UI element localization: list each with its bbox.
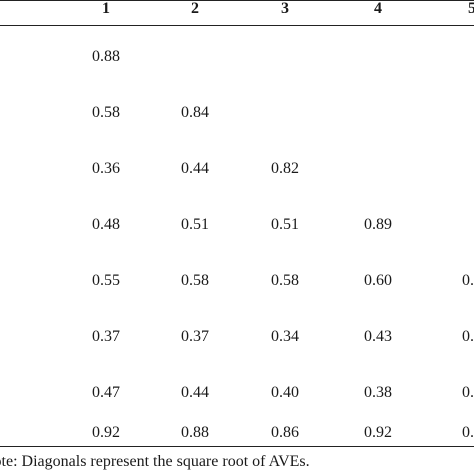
table-cell: 0.9 <box>462 424 474 441</box>
bottom-rule <box>0 446 474 447</box>
column-header: 4 <box>374 0 382 17</box>
table-cell: 0.34 <box>271 328 299 345</box>
table-cell: 0.37 <box>181 328 209 345</box>
table-cell: 0.48 <box>92 216 120 233</box>
table-cell: 0.88 <box>92 48 120 65</box>
column-header: 5 <box>468 0 474 17</box>
table-cell: 0.58 <box>181 272 209 289</box>
table-cell: 0.92 <box>364 424 392 441</box>
column-header: 3 <box>281 0 289 17</box>
table-cell: 0.44 <box>181 384 209 401</box>
table-cell: 0.84 <box>181 104 209 121</box>
header-rule <box>0 25 474 26</box>
table-cell: 0.82 <box>271 160 299 177</box>
table-cell: 0.89 <box>364 216 392 233</box>
table-cell: 0.58 <box>271 272 299 289</box>
table-cell: 0.37 <box>92 328 120 345</box>
table-cell: 0.60 <box>364 272 392 289</box>
column-header: 1 <box>102 0 110 17</box>
table-cell: 0.58 <box>92 104 120 121</box>
table-cell: 0.8 <box>462 272 474 289</box>
table-note: Note: Diagonals represent the square roo… <box>0 453 310 470</box>
table-cell: 0.40 <box>271 384 299 401</box>
table-cell: 0.44 <box>181 160 209 177</box>
table-cell: 0.3 <box>462 384 474 401</box>
table-cell: 0.55 <box>92 272 120 289</box>
top-rule <box>0 0 474 1</box>
table-cell: 0.86 <box>271 424 299 441</box>
table-cell: 0.88 <box>181 424 209 441</box>
table-cell: 0.43 <box>364 328 392 345</box>
column-header: 2 <box>191 0 199 17</box>
table-cell: 0.92 <box>92 424 120 441</box>
table-cell: 0.4 <box>462 328 474 345</box>
table-cell: 0.38 <box>364 384 392 401</box>
table-cell: 0.47 <box>92 384 120 401</box>
table-cell: 0.36 <box>92 160 120 177</box>
table-cell: 0.51 <box>181 216 209 233</box>
table-cell: 0.51 <box>271 216 299 233</box>
